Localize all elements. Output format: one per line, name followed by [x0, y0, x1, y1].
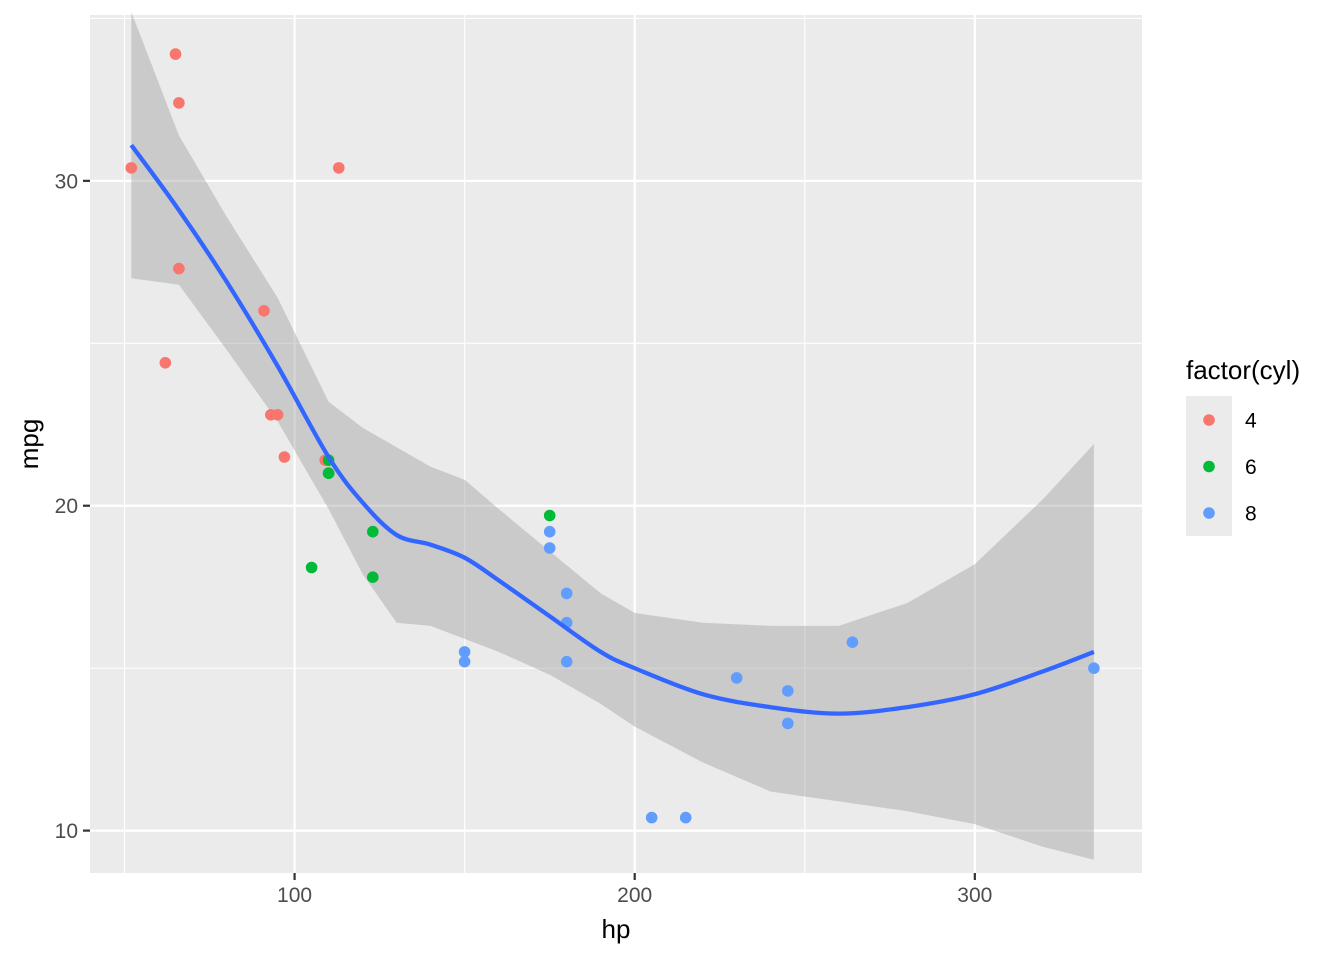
data-point-cyl-4 [169, 48, 182, 60]
major-gridlines [90, 15, 1142, 873]
data-point-cyl-8 [782, 717, 794, 730]
smooth-line [129, 143, 1095, 716]
legend-key-cyl-6 [1203, 460, 1215, 473]
data-point-cyl-8 [560, 655, 573, 668]
data-point-cyl-8 [560, 587, 573, 600]
x-tick-label: 100 [277, 884, 312, 907]
legend-entries: 4 6 8 [1203, 410, 1257, 526]
legend-key-cyl-4 [1203, 414, 1215, 426]
y-tick-label: 10 [55, 820, 78, 843]
data-point-cyl-4 [258, 305, 270, 317]
data-point-cyl-8 [543, 542, 556, 554]
y-tick-label: 20 [55, 495, 78, 518]
data-point-cyl-6 [322, 467, 335, 480]
y-tick-label: 30 [55, 170, 78, 193]
minor-gridlines [90, 15, 1142, 873]
data-point-cyl-8 [679, 811, 692, 824]
y-axis-title: mpg [14, 419, 44, 470]
points-layer [125, 48, 1100, 824]
data-point-cyl-8 [543, 525, 556, 538]
legend-title: factor(cyl) [1186, 355, 1300, 385]
y-axis: 10 20 30 [55, 170, 90, 843]
data-point-cyl-8 [458, 655, 471, 668]
data-point-cyl-4 [173, 97, 185, 109]
data-point-cyl-6 [543, 509, 556, 522]
data-point-cyl-8 [645, 811, 658, 824]
data-point-cyl-8 [730, 672, 743, 684]
data-point-cyl-8 [1088, 662, 1100, 674]
data-point-cyl-4 [333, 162, 345, 174]
data-point-cyl-4 [278, 451, 291, 463]
legend-label-cyl-4: 4 [1245, 410, 1257, 433]
plot-panel [90, 15, 1142, 873]
data-point-cyl-8 [458, 646, 471, 658]
x-tick-label: 300 [957, 884, 992, 907]
legend: factor(cyl) 4 6 8 [1186, 355, 1300, 536]
legend-key-cyl-8 [1203, 507, 1215, 519]
legend-label-cyl-6: 6 [1245, 456, 1257, 479]
data-point-cyl-8 [782, 685, 794, 697]
x-axis-title: hp [602, 914, 631, 944]
data-point-cyl-4 [159, 357, 172, 369]
data-point-cyl-8 [846, 636, 859, 648]
data-point-cyl-6 [367, 571, 379, 583]
data-point-cyl-4 [125, 162, 138, 174]
legend-label-cyl-8: 8 [1245, 503, 1257, 526]
data-point-cyl-6 [367, 525, 379, 538]
x-axis: 100 200 300 [277, 873, 992, 907]
data-point-cyl-4 [173, 262, 185, 275]
x-tick-label: 200 [617, 884, 652, 907]
data-point-cyl-4 [271, 409, 284, 421]
data-point-cyl-6 [305, 561, 318, 574]
